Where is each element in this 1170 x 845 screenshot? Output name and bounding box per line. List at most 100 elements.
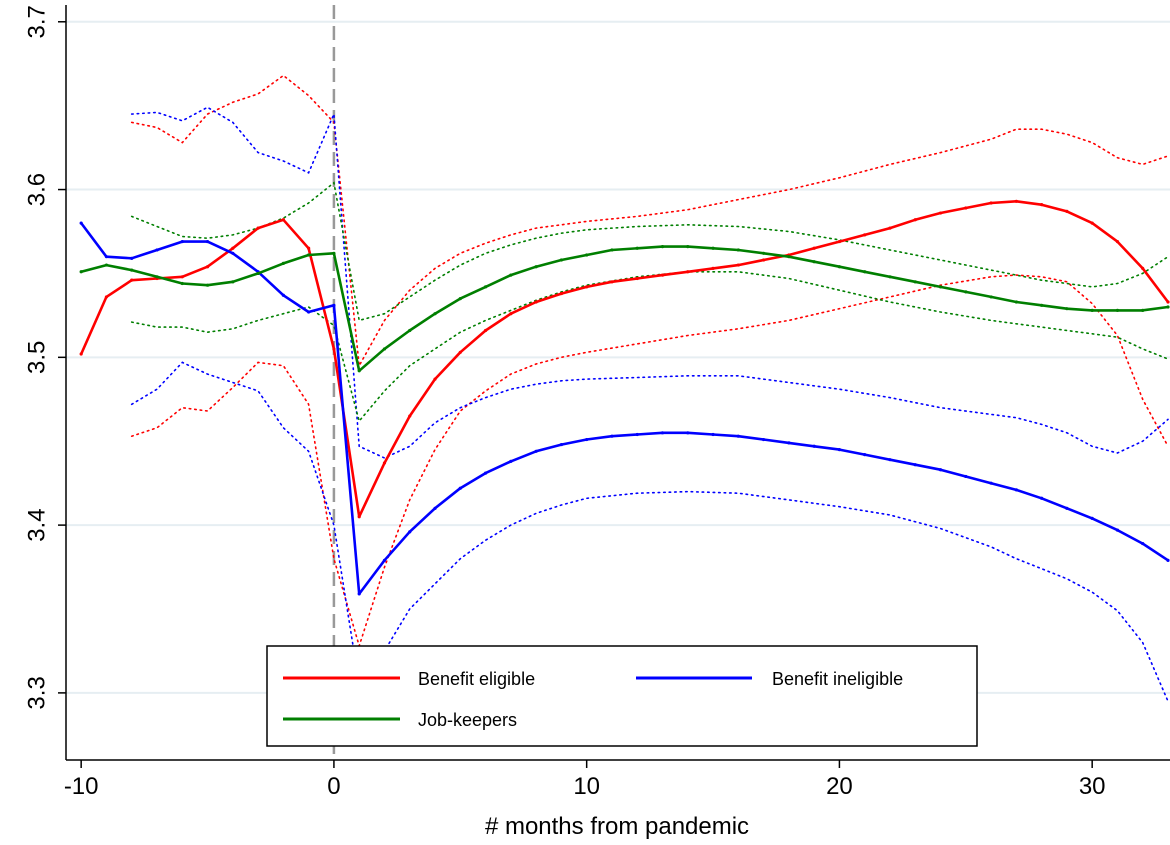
benefit_ineligible-point-14 <box>433 506 437 510</box>
legend-box <box>266 645 978 747</box>
benefit_ineligible-ci-lower-line <box>130 361 1169 703</box>
benefit_eligible-point-14 <box>433 377 437 381</box>
legend-label-benefit-eligible: Benefit eligible <box>418 669 535 689</box>
job_keepers-point-9 <box>307 253 311 257</box>
benefit_eligible-point-21 <box>610 280 614 284</box>
job_keepers-point-2 <box>130 268 134 272</box>
benefit_eligible-point-43 <box>1166 300 1170 304</box>
benefit_eligible-point-11 <box>357 515 361 519</box>
benefit_ineligible-point-24 <box>686 431 690 435</box>
benefit_ineligible-point-43 <box>1166 558 1170 562</box>
job_keepers-point-36 <box>989 295 993 299</box>
job_keepers-point-20 <box>585 253 589 257</box>
benefit_eligible-line <box>80 200 1170 519</box>
x-tick-label-4: 30 <box>1079 773 1106 800</box>
job_keepers-point-28 <box>787 255 791 259</box>
job_keepers-point-29 <box>812 260 816 264</box>
job_keepers-point-34 <box>938 285 943 289</box>
benefit_ineligible-point-1 <box>104 255 109 259</box>
benefit_eligible-point-33 <box>913 218 917 222</box>
benefit_ineligible-point-26 <box>736 434 740 438</box>
benefit_eligible-point-19 <box>559 291 563 296</box>
benefit_eligible-point-32 <box>888 226 892 230</box>
benefit_eligible-point-12 <box>382 461 387 465</box>
benefit_ineligible-point-15 <box>458 486 462 490</box>
y-tick-label-2: 3.5 <box>23 341 50 374</box>
benefit_eligible-point-35 <box>964 206 968 210</box>
x-ticks: -10 0 10 20 30 <box>64 760 1106 800</box>
benefit_eligible-point-16 <box>483 328 488 333</box>
x-tick-label-2: 10 <box>573 773 600 800</box>
x-axis-title: # months from pandemic <box>485 813 749 840</box>
job_keepers-point-32 <box>888 275 892 279</box>
job_keepers-point-27 <box>761 251 766 255</box>
y-tick-label-4: 3.7 <box>23 5 50 38</box>
benefit_eligible-point-2 <box>130 278 134 282</box>
benefit_eligible-point-0 <box>79 352 83 356</box>
benefit_eligible-point-18 <box>534 300 538 304</box>
benefit_ineligible-point-0 <box>79 221 83 225</box>
benefit_ineligible-point-18 <box>534 449 538 453</box>
benefit_ineligible-point-25 <box>711 432 715 437</box>
series-lines <box>79 199 1170 596</box>
benefit_ineligible-point-34 <box>938 468 943 472</box>
benefit_ineligible-point-3 <box>155 248 159 252</box>
job_keepers-point-19 <box>559 258 563 262</box>
job_keepers-point-0 <box>79 270 83 274</box>
benefit_eligible-point-22 <box>635 276 639 281</box>
y-tick-label-0: 3.3 <box>23 676 50 709</box>
benefit_ineligible-point-5 <box>205 239 210 244</box>
benefit_eligible-point-37 <box>1014 199 1018 203</box>
benefit_ineligible-point-27 <box>761 437 766 442</box>
job_keepers-ci-lower-line <box>130 270 1169 423</box>
benefit_eligible-point-39 <box>1065 209 1069 213</box>
benefit_ineligible-point-4 <box>180 239 184 244</box>
benefit_ineligible-point-9 <box>307 310 311 314</box>
x-tick-label-0: -10 <box>64 773 99 800</box>
benefit_eligible-point-31 <box>863 233 867 237</box>
job_keepers-point-3 <box>155 275 159 279</box>
benefit_eligible-point-1 <box>104 295 109 299</box>
benefit_eligible-point-4 <box>180 275 184 279</box>
benefit_ineligible-point-28 <box>787 441 791 445</box>
benefit_ineligible-point-19 <box>559 442 563 447</box>
axes <box>65 5 1170 761</box>
job_keepers-point-39 <box>1065 307 1069 311</box>
job_keepers-point-8 <box>281 261 285 265</box>
benefit_ineligible-line <box>80 222 1169 596</box>
benefit_ineligible-point-35 <box>964 474 968 479</box>
benefit_eligible-point-6 <box>231 246 235 250</box>
job_keepers-point-21 <box>610 248 614 252</box>
benefit_eligible-point-30 <box>837 239 842 244</box>
benefit_eligible-point-25 <box>711 266 715 271</box>
benefit_ineligible-point-32 <box>888 458 892 462</box>
gridlines <box>66 20 1170 694</box>
job_keepers-point-10 <box>332 251 336 255</box>
benefit_ineligible-point-39 <box>1065 506 1069 510</box>
benefit_eligible-point-29 <box>812 246 816 250</box>
job_keepers-point-1 <box>104 263 109 267</box>
benefit_eligible-point-38 <box>1040 203 1044 207</box>
job_keepers-point-6 <box>231 280 235 284</box>
benefit_ineligible-point-31 <box>863 453 867 457</box>
benefit_ineligible-point-2 <box>130 256 134 260</box>
job_keepers-point-15 <box>458 297 462 301</box>
benefit_eligible-point-36 <box>989 201 993 205</box>
job_keepers-point-35 <box>964 290 968 294</box>
job_keepers-point-12 <box>382 347 387 351</box>
benefit_ineligible-point-12 <box>382 558 387 562</box>
benefit_ineligible-point-17 <box>509 459 513 463</box>
benefit_ineligible-point-40 <box>1090 516 1094 521</box>
benefit_eligible-point-7 <box>256 226 260 230</box>
benefit_ineligible-point-21 <box>610 434 614 438</box>
benefit_eligible-point-9 <box>307 246 311 250</box>
benefit_ineligible-point-6 <box>231 251 235 255</box>
legend: Benefit eligible Benefit ineligible Job-… <box>266 645 978 747</box>
job_keepers-point-43 <box>1166 305 1170 309</box>
benefit_eligible-point-27 <box>761 258 766 262</box>
legend-label-job-keepers: Job-keepers <box>418 710 517 730</box>
benefit_ineligible-point-22 <box>635 432 639 437</box>
job_keepers-line <box>80 245 1169 373</box>
benefit_eligible-point-40 <box>1090 221 1094 225</box>
benefit_ineligible-point-23 <box>660 431 665 435</box>
